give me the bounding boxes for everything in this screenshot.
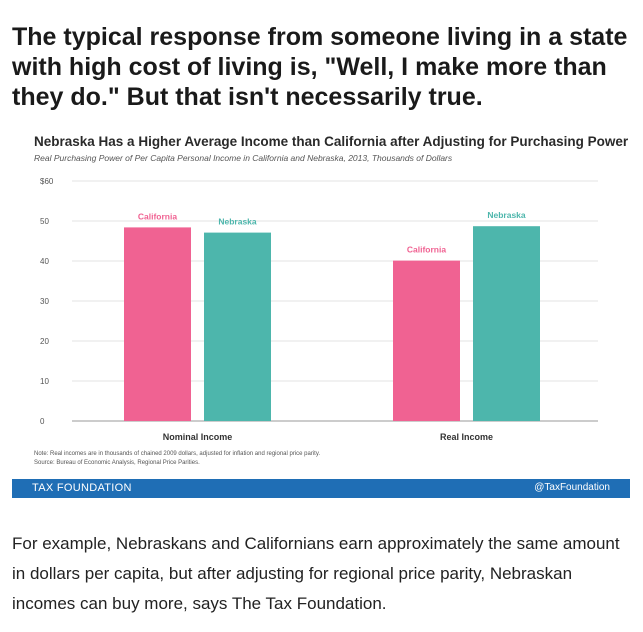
bar-nebraska-real <box>473 226 540 421</box>
x-category-label: Nominal Income <box>163 432 233 442</box>
headline: The typical response from someone living… <box>12 23 628 111</box>
bar-california-real <box>393 260 460 421</box>
y-tick-label: 0 <box>40 417 45 426</box>
bar-data-label: Nebraska <box>218 217 257 227</box>
source-text: Source: Bureau of Economic Analysis, Reg… <box>34 460 200 466</box>
y-tick-label: 50 <box>40 217 49 226</box>
x-category-label: Real Income <box>440 432 493 442</box>
footer-brand: TAX FOUNDATION <box>32 482 132 494</box>
chart-note: Note: Real incomes are in thousands of c… <box>34 450 320 468</box>
bar-nebraska-nominal <box>204 232 271 421</box>
bar-data-label: Nebraska <box>487 210 526 220</box>
footer-bar: TAX FOUNDATION @TaxFoundation <box>12 479 630 498</box>
chart-subtitle: Real Purchasing Power of Per Capita Pers… <box>34 153 453 163</box>
y-tick-label: 40 <box>40 257 49 266</box>
bar-data-label: California <box>138 211 177 221</box>
y-tick-label: 30 <box>40 297 49 306</box>
chart-image: Nebraska Has a Higher Average Income tha… <box>12 128 630 498</box>
y-tick-label: $60 <box>40 177 54 186</box>
bar-data-label: California <box>407 245 446 255</box>
y-tick-label: 20 <box>40 337 49 346</box>
y-tick-label: 10 <box>40 377 49 386</box>
bar-california-nominal <box>124 227 191 421</box>
note-text: Note: Real incomes are in thousands of c… <box>34 451 321 457</box>
footer-handle: @TaxFoundation <box>534 482 610 493</box>
bar-chart: 0 10 20 30 40 50 $60 California Nebraska Nominal … <box>40 177 598 442</box>
caption-text: For example, Nebraskans and Californians… <box>12 534 620 613</box>
chart-title: Nebraska Has a Higher Average Income tha… <box>34 134 629 149</box>
